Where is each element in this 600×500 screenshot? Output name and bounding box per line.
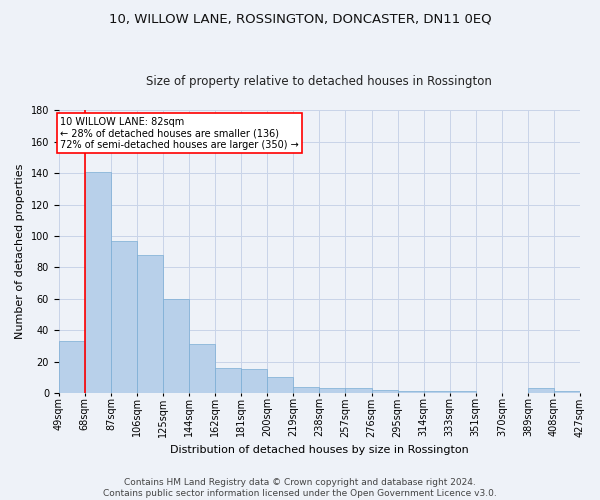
- Text: 10 WILLOW LANE: 82sqm
← 28% of detached houses are smaller (136)
72% of semi-det: 10 WILLOW LANE: 82sqm ← 28% of detached …: [60, 117, 299, 150]
- Bar: [189, 344, 215, 393]
- Bar: [85, 172, 111, 393]
- Bar: [424, 392, 449, 393]
- X-axis label: Distribution of detached houses by size in Rossington: Distribution of detached houses by size …: [170, 445, 469, 455]
- Bar: [267, 378, 293, 393]
- Bar: [528, 388, 554, 393]
- Bar: [554, 392, 580, 393]
- Text: Contains HM Land Registry data © Crown copyright and database right 2024.
Contai: Contains HM Land Registry data © Crown c…: [103, 478, 497, 498]
- Bar: [449, 392, 476, 393]
- Bar: [293, 386, 319, 393]
- Y-axis label: Number of detached properties: Number of detached properties: [15, 164, 25, 340]
- Text: 10, WILLOW LANE, ROSSINGTON, DONCASTER, DN11 0EQ: 10, WILLOW LANE, ROSSINGTON, DONCASTER, …: [109, 12, 491, 26]
- Title: Size of property relative to detached houses in Rossington: Size of property relative to detached ho…: [146, 76, 493, 88]
- Bar: [215, 368, 241, 393]
- Bar: [241, 370, 267, 393]
- Bar: [163, 299, 189, 393]
- Bar: [319, 388, 346, 393]
- Bar: [398, 392, 424, 393]
- Bar: [111, 241, 137, 393]
- Bar: [346, 388, 371, 393]
- Bar: [59, 341, 85, 393]
- Bar: [137, 255, 163, 393]
- Bar: [371, 390, 398, 393]
